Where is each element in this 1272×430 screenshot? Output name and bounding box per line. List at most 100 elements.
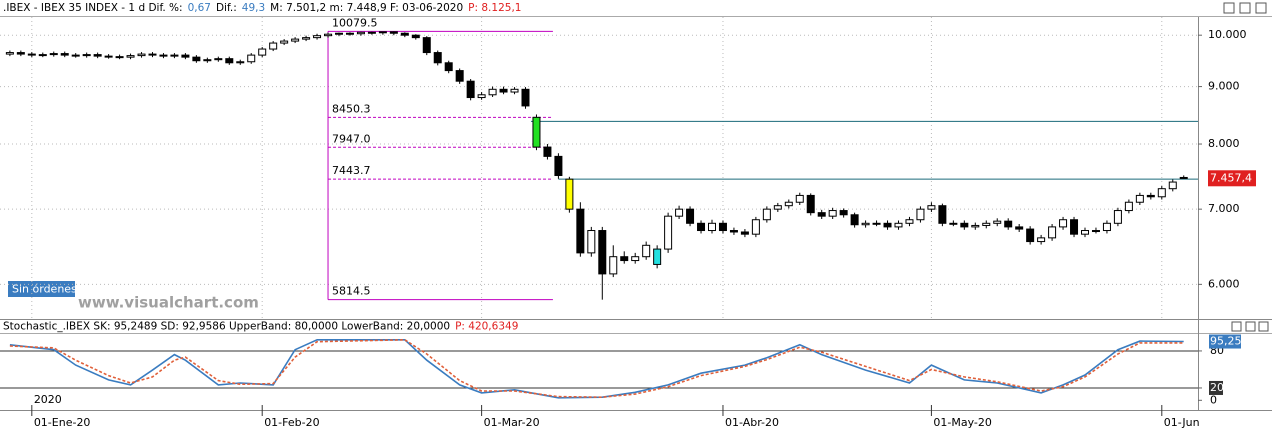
candle-body xyxy=(170,54,179,57)
y-tick-label: 10.000 xyxy=(1208,28,1247,41)
y-tick-label: 9.000 xyxy=(1208,80,1240,93)
candle-body xyxy=(345,32,354,35)
header-item: Stochastic_.IBEX SK: 95,2489 SD: 92,9586… xyxy=(3,321,450,333)
candle-body xyxy=(1113,210,1122,224)
candle-body xyxy=(532,116,541,148)
candle-body xyxy=(367,31,376,34)
candle-body xyxy=(949,222,958,225)
candle-body xyxy=(576,208,585,254)
candle-body xyxy=(872,222,881,225)
y-tick-box xyxy=(1209,380,1223,395)
candle-body xyxy=(729,230,738,233)
candle-body xyxy=(1037,237,1046,243)
candle-body xyxy=(993,220,1002,224)
candle-body xyxy=(565,178,574,210)
y-tick-label: 6.000 xyxy=(1208,277,1240,290)
price-tag-label: 7.457,4 xyxy=(1210,171,1252,184)
candle-body xyxy=(411,34,420,39)
candle-body xyxy=(126,55,135,58)
candle-body xyxy=(422,37,431,54)
header: Stochastic_.IBEX SK: 95,2489 SD: 92,9586… xyxy=(3,321,518,333)
candle-body xyxy=(1168,181,1177,190)
x-tick-label: 01-Mar-20 xyxy=(484,416,540,429)
candle-body xyxy=(104,55,113,58)
candle-body xyxy=(686,208,695,224)
button[interactable] xyxy=(1245,321,1256,332)
button[interactable] xyxy=(1258,321,1269,332)
candle-body xyxy=(27,53,36,56)
fib-label: 8450.3 xyxy=(332,102,371,115)
candle-body xyxy=(378,31,387,34)
candle-body xyxy=(1091,230,1100,233)
candle-body xyxy=(971,224,980,228)
candle-body xyxy=(697,222,706,232)
button[interactable] xyxy=(1239,2,1251,14)
window-buttons[interactable] xyxy=(1223,2,1269,332)
candle-body xyxy=(291,38,300,42)
candle-body xyxy=(313,35,322,39)
button[interactable] xyxy=(1231,321,1242,332)
candle-body xyxy=(137,53,146,57)
candle-body xyxy=(806,194,815,214)
candle-body xyxy=(894,222,903,228)
candle-body xyxy=(192,56,201,62)
candle-body xyxy=(927,205,936,210)
candle-body xyxy=(389,31,398,34)
header-item: P: 8.125,1 xyxy=(468,2,521,14)
x-tick-label: 01-May-20 xyxy=(933,416,991,429)
candle-body xyxy=(1179,176,1188,179)
candle-body xyxy=(203,59,212,62)
y-tick-label: 7.000 xyxy=(1208,202,1240,215)
button[interactable] xyxy=(1255,2,1267,14)
candle-body xyxy=(356,31,365,35)
candle-body xyxy=(1102,222,1111,232)
candle-body xyxy=(795,194,804,203)
y-tick-label: 8.000 xyxy=(1208,137,1240,150)
candle-body xyxy=(477,94,486,99)
candle-body xyxy=(905,219,914,224)
candle-body xyxy=(60,53,69,56)
candle-body xyxy=(444,62,453,72)
x-tick-label: 01-Ene-20 xyxy=(34,416,91,429)
value-tag xyxy=(1209,334,1241,349)
header-item: Dif.: xyxy=(216,2,237,14)
candle-body xyxy=(718,222,727,232)
candle-body xyxy=(1146,194,1155,198)
candle-body xyxy=(258,48,267,56)
status-box xyxy=(8,281,75,297)
header: .IBEX - IBEX 35 INDEX - 1 d Dif. %: 0,67 D… xyxy=(3,2,521,14)
price-tag xyxy=(1208,170,1256,187)
candle-body xyxy=(400,32,409,36)
candle-body xyxy=(466,80,475,99)
candle-body xyxy=(1048,226,1057,239)
candle-body xyxy=(960,222,969,228)
candle-body xyxy=(817,212,826,217)
button[interactable] xyxy=(1223,2,1235,14)
fib-label: 5814.5 xyxy=(332,285,371,298)
candle-body xyxy=(740,231,749,235)
x-tick-label: 01-Jun xyxy=(1164,416,1200,429)
candle-body xyxy=(214,58,223,61)
candle-body xyxy=(773,205,782,210)
header-item: .IBEX - IBEX 35 INDEX - 1 d Dif. %: xyxy=(3,2,183,14)
candle-body xyxy=(828,210,837,217)
header-item: P: 420,6349 xyxy=(455,321,518,333)
candle-body xyxy=(1135,194,1144,203)
candle-body xyxy=(181,54,190,58)
candle-body xyxy=(521,88,530,107)
candle-body xyxy=(1015,226,1024,230)
x-tick-label: 01-Abr-20 xyxy=(725,416,779,429)
x-tick-label: 01-Feb-20 xyxy=(264,416,319,429)
candle-body xyxy=(1059,219,1068,228)
candle-body xyxy=(916,208,925,221)
candle-body xyxy=(159,54,168,57)
candle-body xyxy=(115,56,124,59)
indicator-line xyxy=(9,338,1184,399)
candle-body xyxy=(236,61,245,64)
candle-body xyxy=(675,208,684,217)
candle-body xyxy=(554,155,563,177)
candle-body xyxy=(707,222,716,232)
candle-body xyxy=(16,52,25,55)
candle-body xyxy=(543,146,552,157)
